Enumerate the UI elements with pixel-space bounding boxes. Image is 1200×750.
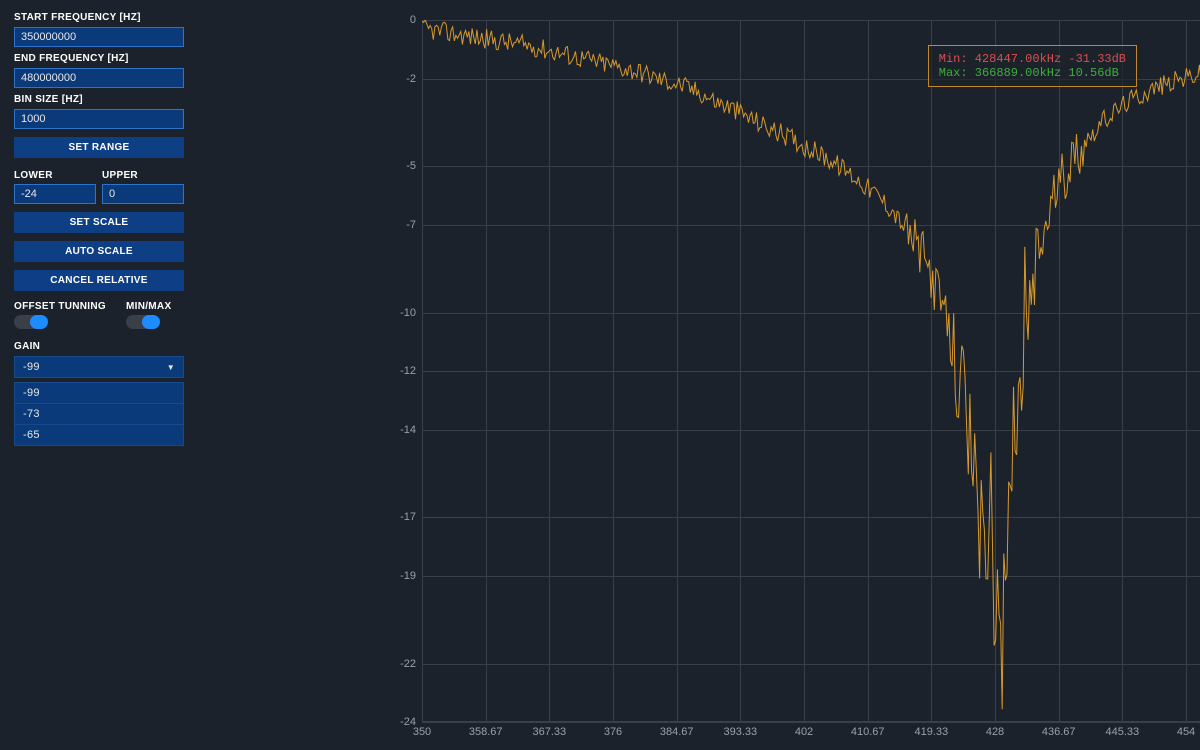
app-root: Start Frequency [Hz] End Frequency [Hz] … xyxy=(0,0,1200,750)
auto-scale-button[interactable]: Auto Scale xyxy=(14,241,184,262)
min-readout: Min: 428447.00kHz -31.33dB xyxy=(939,52,1126,66)
info-box: Min: 428447.00kHz -31.33dB Max: 366889.0… xyxy=(928,45,1137,87)
bin-size-input[interactable] xyxy=(14,109,184,129)
upper-label: Upper xyxy=(102,170,184,181)
gain-option[interactable]: -65 xyxy=(15,424,183,445)
gain-selected-value: -99 xyxy=(23,361,40,373)
x-tick: 445.33 xyxy=(1105,726,1139,738)
y-tick: -17 xyxy=(388,511,416,523)
x-tick: 428 xyxy=(986,726,1004,738)
lower-input[interactable] xyxy=(14,184,96,204)
x-tick: 402 xyxy=(795,726,813,738)
gain-option[interactable]: -73 xyxy=(15,403,183,424)
y-tick: -7 xyxy=(388,219,416,231)
lower-label: Lower xyxy=(14,170,96,181)
x-tick: 454 xyxy=(1177,726,1195,738)
start-freq-label: Start Frequency [Hz] xyxy=(14,12,184,23)
set-range-button[interactable]: Set Range xyxy=(14,137,184,158)
x-tick: 393.33 xyxy=(723,726,757,738)
plot: 0-2-5-7-10-12-14-17-19-22-24350358.67367… xyxy=(422,20,1200,722)
y-tick: -2 xyxy=(388,73,416,85)
set-scale-button[interactable]: Set Scale xyxy=(14,212,184,233)
gain-options-list: -99 -73 -65 xyxy=(14,382,184,446)
y-tick: -14 xyxy=(388,424,416,436)
start-freq-input[interactable] xyxy=(14,27,184,47)
x-tick: 436.67 xyxy=(1042,726,1076,738)
min-max-toggle[interactable] xyxy=(126,315,160,329)
min-max-label: Min/Max xyxy=(126,301,171,312)
x-tick: 358.67 xyxy=(469,726,503,738)
x-tick: 410.67 xyxy=(851,726,885,738)
upper-input[interactable] xyxy=(102,184,184,204)
max-readout: Max: 366889.00kHz 10.56dB xyxy=(939,66,1126,80)
y-tick: -24 xyxy=(388,716,416,728)
x-tick: 367.33 xyxy=(532,726,566,738)
x-tick: 350 xyxy=(413,726,431,738)
y-tick: 0 xyxy=(388,14,416,26)
gain-label: Gain xyxy=(14,341,184,352)
x-tick: 419.33 xyxy=(914,726,948,738)
y-tick: -5 xyxy=(388,160,416,172)
y-tick: -12 xyxy=(388,365,416,377)
x-tick: 384.67 xyxy=(660,726,694,738)
end-freq-input[interactable] xyxy=(14,68,184,88)
cancel-relative-button[interactable]: Cancel Relative xyxy=(14,270,184,291)
chart-area: 0 -2 -5 -7 -10 -12 -14 -17 -19 -22 -24350 358.67 367… xyxy=(190,0,1200,750)
offset-tuning-toggle[interactable] xyxy=(14,315,48,329)
x-tick: 376 xyxy=(604,726,622,738)
gain-select[interactable]: -99 ▼ xyxy=(14,356,184,378)
chevron-down-icon: ▼ xyxy=(167,363,175,372)
y-tick: -19 xyxy=(388,570,416,582)
sidebar: Start Frequency [Hz] End Frequency [Hz] … xyxy=(0,0,190,750)
offset-tuning-label: Offset Tunning xyxy=(14,301,106,312)
gain-option[interactable]: -99 xyxy=(15,382,183,403)
bin-size-label: Bin Size [Hz] xyxy=(14,94,184,105)
end-freq-label: End Frequency [Hz] xyxy=(14,53,184,64)
y-tick: -10 xyxy=(388,307,416,319)
y-tick: -22 xyxy=(388,658,416,670)
